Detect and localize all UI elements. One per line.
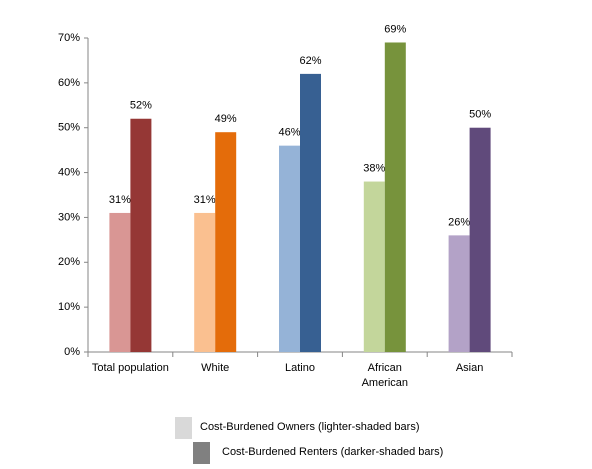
data-label: 26% [448,216,470,228]
x-tick-label: Total population [91,362,169,374]
y-tick-label: 0% [64,346,80,358]
legend-swatch [193,442,210,464]
x-tick-label: African American [361,362,409,389]
y-tick-label: 70% [58,32,80,44]
y-tick-label: 30% [58,211,80,223]
bar [130,118,152,352]
bar [363,181,385,352]
y-tick-label: 20% [58,256,80,268]
bar [469,127,491,352]
y-tick-label: 50% [58,122,80,134]
bar [279,145,300,352]
data-label: 31% [194,194,216,206]
data-label: 62% [299,55,321,67]
data-label: 69% [384,23,406,35]
bar [448,235,470,352]
x-tick-label: Latino [285,362,315,374]
legend-label: Cost-Burdened Renters (darker-shaded bar… [222,446,444,458]
x-tick-label: Asian [455,362,484,374]
x-tick-label: White [201,362,230,374]
legend-label: Cost-Burdened Owners (lighter-shaded bar… [200,421,420,433]
data-label: 31% [109,194,131,206]
bar [109,212,131,352]
y-tick-label: 60% [58,77,80,89]
data-label: 38% [363,162,385,174]
legend-swatch [175,417,192,439]
bar [300,73,321,352]
bar [384,42,406,352]
data-label: 46% [278,127,300,139]
data-label: 49% [215,113,237,125]
data-label: 52% [130,100,152,112]
y-tick-label: 10% [58,301,80,313]
bar [194,212,216,352]
bar [215,132,237,352]
y-tick-label: 40% [58,166,80,178]
data-label: 50% [469,109,491,121]
